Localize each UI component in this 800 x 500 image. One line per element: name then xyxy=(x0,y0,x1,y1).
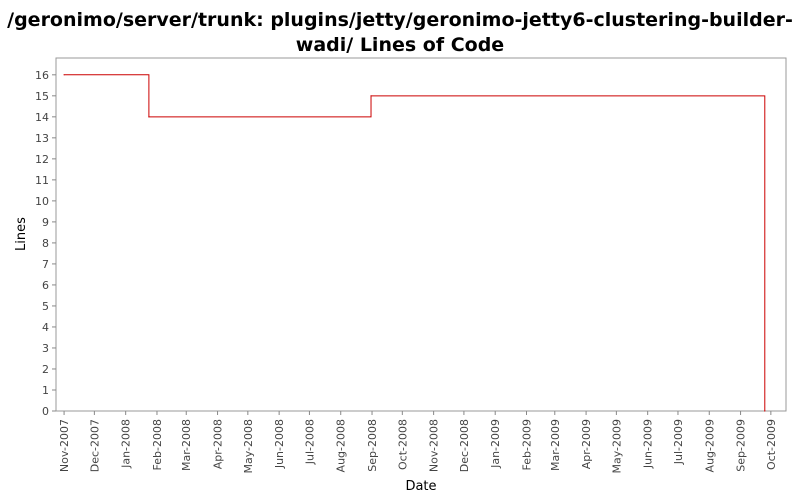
y-tick-label: 15 xyxy=(35,90,49,103)
x-tick-label: Dec-2008 xyxy=(458,419,471,472)
chart-title-line-1: /geronimo/server/trunk: plugins/jetty/ge… xyxy=(7,9,793,31)
x-tick-label: Oct-2008 xyxy=(396,419,409,470)
chart-title: /geronimo/server/trunk: plugins/jetty/ge… xyxy=(0,8,800,58)
data-point xyxy=(370,95,372,97)
x-tick-label: Mar-2008 xyxy=(180,419,193,471)
y-tick-label: 3 xyxy=(42,342,49,355)
x-tick-label: Jan-2009 xyxy=(489,419,502,469)
x-tick-label: Feb-2009 xyxy=(521,419,534,470)
x-tick-label: Jan-2008 xyxy=(120,419,133,469)
x-tick-label: May-2009 xyxy=(610,419,623,474)
data-point xyxy=(63,74,65,76)
y-tick-label: 16 xyxy=(35,69,49,82)
series-layer xyxy=(63,74,766,412)
plot-area xyxy=(55,57,787,412)
y-tick-label: 14 xyxy=(35,111,49,124)
x-tick-label: Jul-2008 xyxy=(303,419,316,465)
x-tick-label: Sep-2009 xyxy=(735,419,748,472)
x-tick-label: Mar-2009 xyxy=(549,419,562,471)
y-tick-label: 5 xyxy=(42,300,49,313)
y-tick-label: 9 xyxy=(42,216,49,229)
y-tick-label: 0 xyxy=(42,405,49,418)
x-tick-label: Oct-2009 xyxy=(765,419,778,470)
y-tick-label: 1 xyxy=(42,384,49,397)
y-tick-label: 6 xyxy=(42,279,49,292)
x-tick-label: Aug-2008 xyxy=(335,419,348,472)
x-axis: Nov-2007 Dec-2007 Jan-2008 Feb-2008 Mar-2008… xyxy=(58,411,778,474)
data-point xyxy=(764,410,766,412)
y-tick-label: 13 xyxy=(35,132,49,145)
y-tick-label: 12 xyxy=(35,153,49,166)
x-tick-label: May-2008 xyxy=(242,419,255,474)
x-tick-label: Jun-2009 xyxy=(642,419,655,469)
x-axis-label: Date xyxy=(405,479,436,494)
x-tick-label: Nov-2007 xyxy=(58,419,71,472)
x-tick-label: Apr-2009 xyxy=(580,419,593,469)
y-axis-label: Lines xyxy=(14,217,29,251)
y-tick-label: 11 xyxy=(35,174,49,187)
x-tick-label: Jun-2008 xyxy=(273,419,286,469)
x-tick-label: Sep-2008 xyxy=(366,419,379,472)
x-tick-label: Aug-2009 xyxy=(703,419,716,472)
y-tick-label: 7 xyxy=(42,258,49,271)
x-tick-label: Feb-2008 xyxy=(151,419,164,470)
y-tick-label: 2 xyxy=(42,363,49,376)
x-tick-label: Dec-2007 xyxy=(88,419,101,472)
data-point xyxy=(148,116,150,118)
x-tick-label: Jul-2009 xyxy=(672,419,685,465)
y-tick-label: 8 xyxy=(42,237,49,250)
series-line xyxy=(64,74,766,411)
x-tick-label: Nov-2008 xyxy=(428,419,441,472)
y-tick-label: 4 xyxy=(42,321,49,334)
chart-title-line-2: wadi/ Lines of Code xyxy=(295,34,505,56)
y-tick-label: 10 xyxy=(35,195,49,208)
x-tick-label: Apr-2008 xyxy=(212,419,225,469)
